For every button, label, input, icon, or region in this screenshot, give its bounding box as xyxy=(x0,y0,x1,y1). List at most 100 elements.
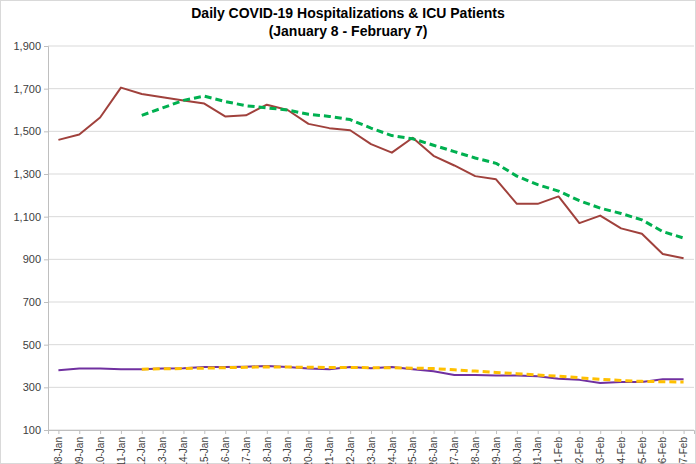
x-tick-label: 15-Jan xyxy=(199,437,210,464)
x-tick-label: 22-Jan xyxy=(345,437,356,464)
y-tick-label: 1,100 xyxy=(13,211,41,223)
x-tick-label: 11-Jan xyxy=(116,437,127,464)
x-tick: 18-Jan xyxy=(262,430,273,464)
x-tick-mark xyxy=(121,430,122,434)
x-tick: 16-Jan xyxy=(220,430,231,464)
y-tick-label: 500 xyxy=(23,339,41,351)
x-axis: 08-Jan09-Jan10-Jan11-Jan12-Jan13-Jan14-J… xyxy=(49,430,695,464)
x-tick: 06-Feb xyxy=(657,430,668,464)
y-tick-label: 1,500 xyxy=(13,125,41,137)
x-tick-label: 18-Jan xyxy=(262,437,273,464)
x-tick-mark xyxy=(475,430,476,434)
x-tick-mark xyxy=(579,430,580,434)
x-tick-mark xyxy=(517,430,518,434)
x-tick: 26-Jan xyxy=(428,430,439,464)
y-tick-label: 1,700 xyxy=(13,83,41,95)
x-tick-label: 24-Jan xyxy=(387,437,398,464)
x-tick-mark xyxy=(58,430,59,434)
x-tick: 23-Jan xyxy=(366,430,377,464)
chart-title: Daily COVID-19 Hospitalizations & ICU Pa… xyxy=(191,5,505,21)
x-tick-label: 02-Feb xyxy=(574,437,585,464)
x-tick: 22-Jan xyxy=(345,430,356,464)
grid xyxy=(48,46,694,430)
x-tick-mark xyxy=(79,430,80,434)
x-tick: 21-Jan xyxy=(324,430,335,464)
x-tick-label: 08-Jan xyxy=(53,437,64,464)
y-axis: 1003005007009001,1001,3001,5001,7001,900 xyxy=(13,40,48,436)
x-tick-label: 16-Jan xyxy=(220,437,231,464)
x-tick-mark xyxy=(392,430,393,434)
x-tick-mark xyxy=(538,430,539,434)
x-tick: 13-Jan xyxy=(157,430,168,464)
x-tick-mark xyxy=(642,430,643,434)
x-tick-label: 28-Jan xyxy=(470,437,481,464)
x-tick-label: 20-Jan xyxy=(303,437,314,464)
y-tick-mark xyxy=(44,387,48,388)
grid-line xyxy=(48,88,694,89)
x-tick: 07-Feb xyxy=(678,430,689,464)
x-tick: 12-Jan xyxy=(136,430,147,464)
x-tick: 08-Jan xyxy=(53,430,64,464)
y-tick: 1,700 xyxy=(13,83,48,95)
y-tick-label: 1,300 xyxy=(13,168,41,180)
y-tick: 300 xyxy=(23,381,48,393)
x-tick-label: 23-Jan xyxy=(366,437,377,464)
series-line xyxy=(58,88,683,259)
x-tick-label: 26-Jan xyxy=(428,437,439,464)
x-tick: 05-Feb xyxy=(637,430,648,464)
grid-line xyxy=(48,131,694,132)
grid-line xyxy=(48,302,694,303)
grid-line xyxy=(48,46,694,47)
x-tick-mark xyxy=(329,430,330,434)
x-tick-mark xyxy=(371,430,372,434)
y-tick-mark xyxy=(44,430,48,431)
x-tick-label: 03-Feb xyxy=(595,437,606,464)
x-tick-label: 05-Feb xyxy=(637,437,648,464)
chart: Daily COVID-19 Hospitalizations & ICU Pa… xyxy=(0,0,696,464)
x-tick-label: 14-Jan xyxy=(178,437,189,464)
x-tick: 31-Jan xyxy=(532,430,543,464)
y-tick-mark xyxy=(44,217,48,218)
x-tick-label: 30-Jan xyxy=(512,437,523,464)
x-tick-label: 19-Jan xyxy=(282,437,293,464)
x-tick-mark xyxy=(413,430,414,434)
x-tick: 28-Jan xyxy=(470,430,481,464)
y-tick: 1,100 xyxy=(13,211,48,223)
x-tick-mark xyxy=(350,430,351,434)
x-tick-mark xyxy=(267,430,268,434)
x-tick-label: 17-Jan xyxy=(241,437,252,464)
x-tick: 30-Jan xyxy=(512,430,523,464)
x-tick: 09-Jan xyxy=(74,430,85,464)
y-tick-mark xyxy=(44,302,48,303)
y-tick-label: 300 xyxy=(23,381,41,393)
x-tick-mark xyxy=(663,430,664,434)
x-tick: 27-Jan xyxy=(449,430,460,464)
x-tick-mark xyxy=(684,430,685,434)
lines xyxy=(58,88,683,383)
grid-line xyxy=(48,387,694,388)
x-tick-mark xyxy=(288,430,289,434)
x-axis-line xyxy=(49,431,695,435)
x-tick-label: 01-Feb xyxy=(553,437,564,464)
x-tick-label: 25-Jan xyxy=(407,437,418,464)
x-tick-label: 07-Feb xyxy=(678,437,689,464)
grid-line xyxy=(48,344,694,345)
x-tick-label: 27-Jan xyxy=(449,437,460,464)
x-tick: 01-Feb xyxy=(553,430,564,464)
x-tick: 03-Feb xyxy=(595,430,606,464)
series-line xyxy=(58,366,683,383)
y-tick-mark xyxy=(44,174,48,175)
x-tick-label: 13-Jan xyxy=(157,437,168,464)
x-tick-mark xyxy=(163,430,164,434)
y-axis-line xyxy=(44,47,49,431)
x-tick: 14-Jan xyxy=(178,430,189,464)
x-tick-mark xyxy=(308,430,309,434)
y-tick: 700 xyxy=(23,296,48,308)
x-tick-mark xyxy=(246,430,247,434)
y-tick: 900 xyxy=(23,253,48,265)
x-tick-mark xyxy=(496,430,497,434)
x-tick-mark xyxy=(225,430,226,434)
x-tick-label: 29-Jan xyxy=(491,437,502,464)
x-tick: 04-Feb xyxy=(616,430,627,464)
x-tick-mark xyxy=(183,430,184,434)
